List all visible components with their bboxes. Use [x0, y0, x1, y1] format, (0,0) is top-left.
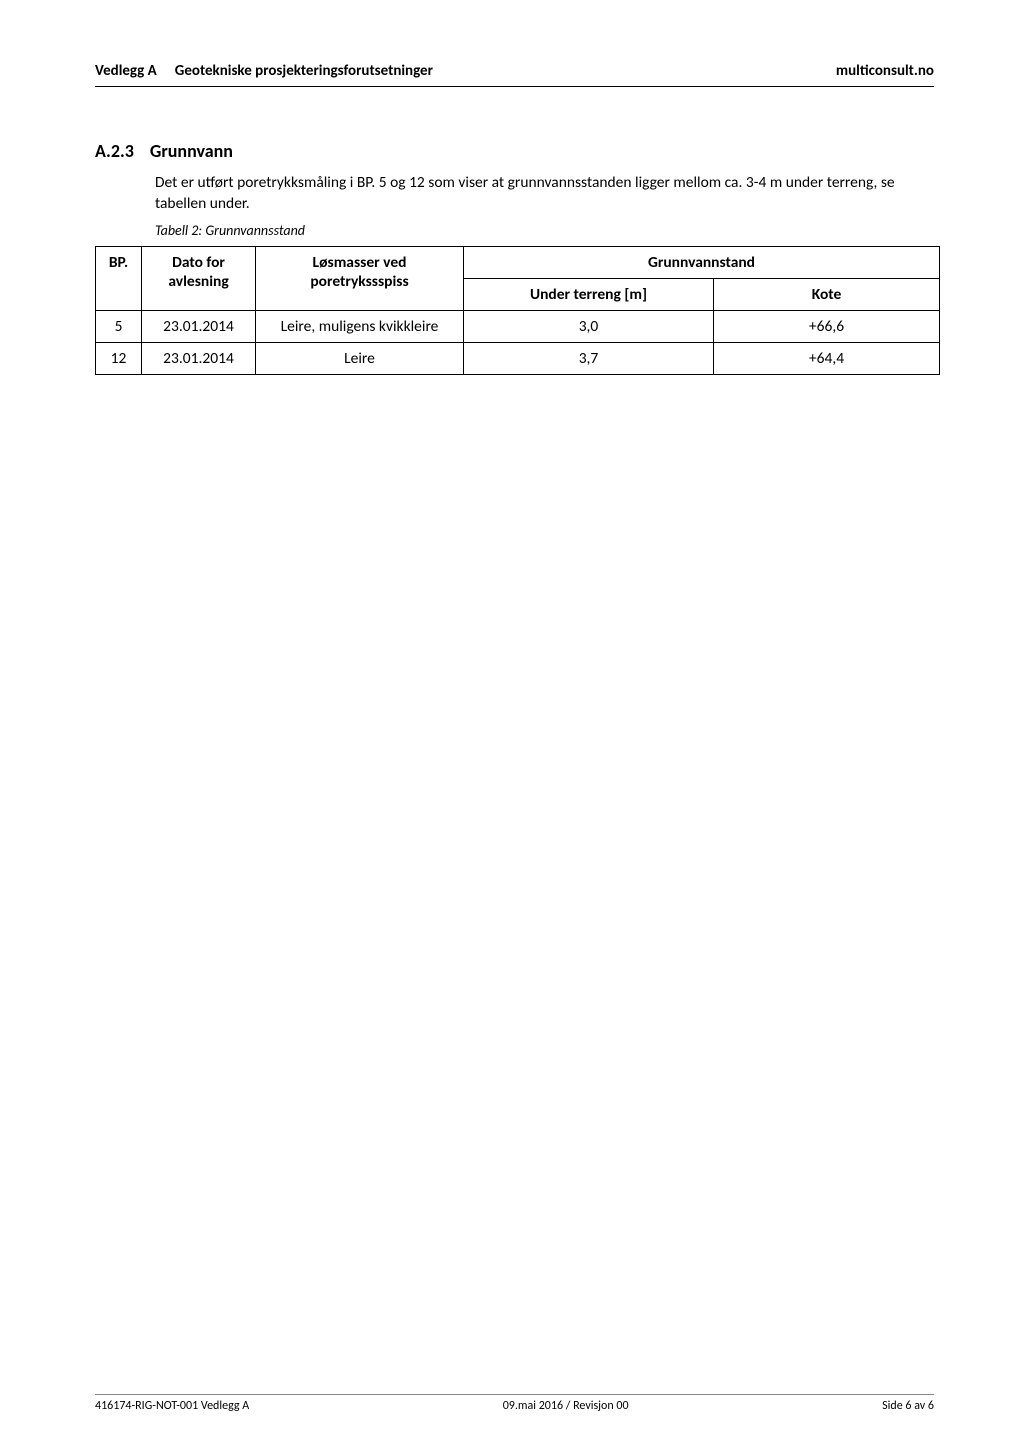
section-paragraph: Det er utført poretrykksmåling i BP. 5 o… [155, 173, 934, 215]
col-header-bp: BP. [96, 247, 142, 311]
table-header-row-1: BP. Dato for avlesning Løsmasser ved por… [96, 247, 940, 279]
document-page: Vedlegg A Geotekniske prosjekteringsforu… [0, 0, 1024, 1449]
col-header-kote: Kote [714, 279, 940, 311]
section-number: A.2.3 [95, 140, 134, 162]
col-header-grunn: Grunnvannstand [464, 247, 940, 279]
footer-right: Side 6 av 6 [882, 1399, 934, 1413]
table-caption: Tabell 2: Grunnvannsstand [155, 222, 305, 239]
cell-kote: +66,6 [714, 311, 940, 343]
cell-under-terreng: 3,0 [464, 311, 714, 343]
col-header-under-terreng: Under terreng [m] [464, 279, 714, 311]
cell-bp: 5 [96, 311, 142, 343]
cell-soil: Leire, muligens kvikkleire [256, 311, 464, 343]
cell-kote: +64,4 [714, 343, 940, 375]
page-header: Vedlegg A Geotekniske prosjekteringsforu… [95, 62, 934, 87]
table-row: 12 23.01.2014 Leire 3,7 +64,4 [96, 343, 940, 375]
cell-date: 23.01.2014 [142, 343, 256, 375]
page-footer: 416174-RIG-NOT-001 Vedlegg A 09.mai 2016… [95, 1394, 934, 1413]
col-header-date: Dato for avlesning [142, 247, 256, 311]
document-title: Geotekniske prosjekteringsforutsetninger [175, 62, 433, 80]
header-site: multiconsult.no [836, 62, 934, 80]
vedlegg-label: Vedlegg A [95, 62, 157, 80]
table-row: 5 23.01.2014 Leire, muligens kvikkleire … [96, 311, 940, 343]
col-header-soil: Løsmasser ved poretrykssspiss [256, 247, 464, 311]
section-title: Grunnvann [150, 140, 233, 162]
header-left: Vedlegg A Geotekniske prosjekteringsforu… [95, 62, 433, 80]
cell-date: 23.01.2014 [142, 311, 256, 343]
footer-left: 416174-RIG-NOT-001 Vedlegg A [95, 1399, 249, 1413]
cell-soil: Leire [256, 343, 464, 375]
cell-under-terreng: 3,7 [464, 343, 714, 375]
section-heading: A.2.3 Grunnvann [95, 140, 233, 162]
groundwater-table: BP. Dato for avlesning Løsmasser ved por… [95, 246, 940, 375]
footer-center: 09.mai 2016 / Revisjon 00 [503, 1399, 629, 1413]
cell-bp: 12 [96, 343, 142, 375]
